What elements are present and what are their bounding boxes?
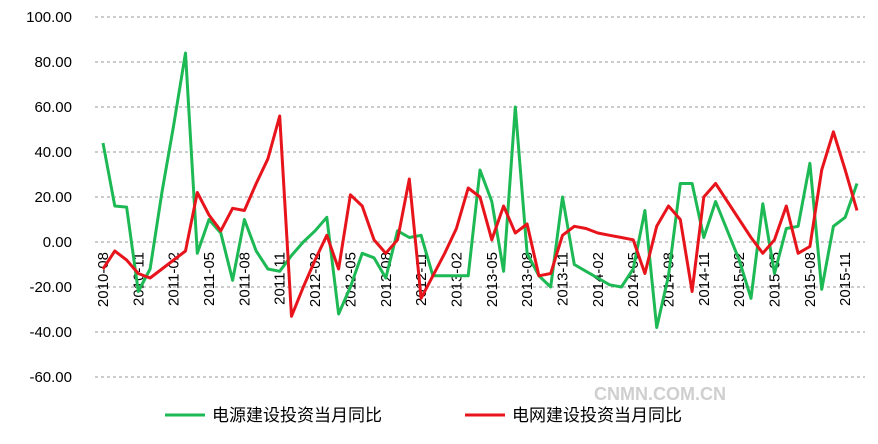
y-tick-label: -20.00 — [29, 279, 72, 296]
y-tick-label: 80.00 — [34, 54, 72, 71]
legend-label: 电网建设投资当月同比 — [512, 406, 682, 425]
series-line — [101, 51, 859, 329]
x-tick-label: 2013-02 — [448, 252, 465, 307]
watermark: CNMN.COM.CN — [594, 384, 726, 404]
y-tick-label: 100.00 — [26, 9, 72, 26]
x-tick-label: 2013-11 — [554, 252, 571, 306]
x-tick-label: 2015-11 — [837, 252, 854, 306]
x-tick-label: 2015-05 — [767, 252, 784, 307]
x-tick-label: 2010-08 — [95, 252, 112, 307]
x-tick-label: 2012-08 — [378, 252, 395, 307]
x-tick-label: 2011-08 — [236, 252, 253, 306]
x-tick-label: 2011-05 — [201, 252, 218, 306]
y-tick-label: 0.00 — [43, 234, 72, 251]
series-line — [101, 114, 859, 318]
x-tick-label: 2014-05 — [625, 252, 642, 307]
y-tick-label: -40.00 — [29, 324, 72, 341]
y-tick-label: 60.00 — [34, 99, 72, 116]
x-tick-label: 2015-08 — [802, 252, 819, 307]
y-tick-label: -60.00 — [29, 369, 72, 386]
x-tick-label: 2015-02 — [731, 252, 748, 307]
y-tick-label: 20.00 — [34, 189, 72, 206]
legend-label: 电源建设投资当月同比 — [212, 406, 382, 425]
x-tick-label: 2011-11 — [272, 252, 289, 305]
x-tick-label: 2013-08 — [519, 252, 536, 307]
x-tick-label: 2011-02 — [166, 252, 183, 306]
x-tick-label: 2013-05 — [484, 252, 501, 307]
y-tick-label: 40.00 — [34, 144, 72, 161]
x-tick-label: 2014-11 — [696, 252, 713, 306]
